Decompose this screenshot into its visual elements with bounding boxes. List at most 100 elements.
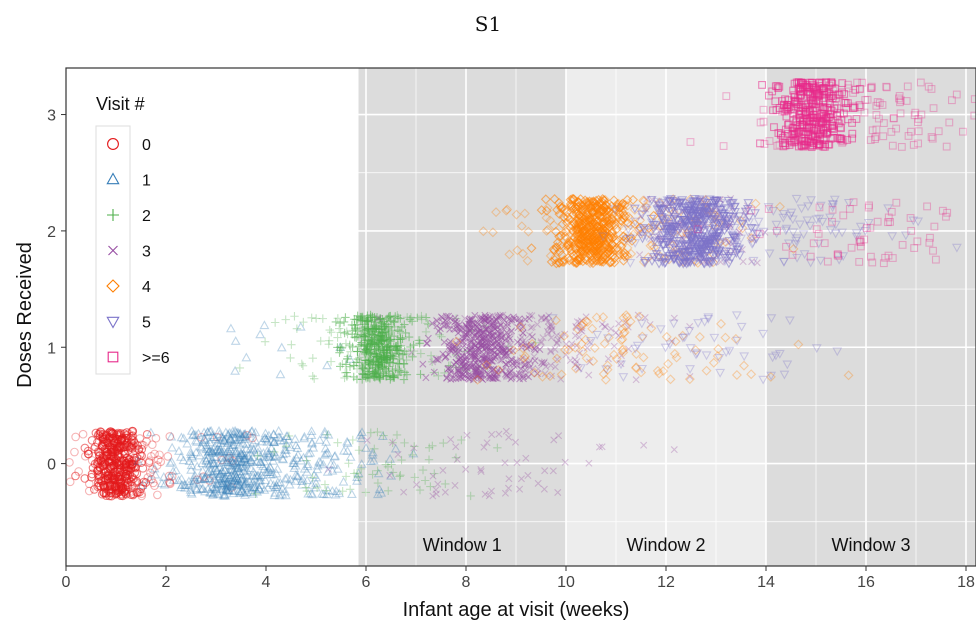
data-point [241,459,252,469]
data-point [235,429,246,439]
data-point [290,312,299,321]
data-point [209,458,220,467]
data-point [222,447,233,456]
data-point [307,489,318,499]
data-point [355,353,364,362]
data-point [78,429,88,439]
data-point [87,436,97,445]
data-point [341,472,351,481]
data-point [231,471,242,481]
data-point [234,456,245,466]
data-point [420,476,430,485]
data-point [369,367,379,376]
data-point [348,326,357,335]
data-point [226,460,237,470]
data-point [217,478,228,488]
data-point [311,314,321,323]
data-point [222,455,232,464]
data-point [221,477,232,487]
data-point [311,472,322,482]
data-point [213,474,224,484]
data-point [234,439,245,449]
data-point [268,437,279,447]
data-point [353,332,363,341]
data-point [185,447,196,456]
data-point [142,437,151,446]
data-point [292,443,303,452]
data-point [214,425,224,435]
data-point [107,456,117,465]
data-point [218,480,229,490]
data-point [251,489,260,499]
data-point [354,446,364,455]
data-point [341,313,350,322]
data-point [389,372,398,381]
data-point [270,447,279,457]
data-point [277,489,288,498]
data-point [397,322,407,332]
data-point [327,465,338,475]
data-point [282,472,292,482]
data-point [330,450,341,460]
data-point [171,465,181,475]
data-point [310,482,321,492]
data-point [341,339,351,348]
data-point [241,476,252,486]
data-point [405,315,415,324]
data-point [282,431,293,441]
data-point [212,444,223,454]
data-point [89,444,99,454]
data-point [247,456,258,466]
data-point [369,329,379,339]
data-point [366,428,375,437]
data-point [368,367,377,377]
data-point [340,328,349,338]
data-point [165,432,175,441]
data-point [354,341,364,351]
data-point [191,436,202,446]
data-point [228,439,239,449]
data-point [210,463,221,473]
data-point [111,454,121,464]
data-point [250,427,261,437]
data-point [395,472,404,481]
data-point [275,432,286,442]
data-point [268,429,279,439]
data-point [326,357,336,366]
data-point [413,313,422,323]
data-point [103,469,113,479]
data-point [428,441,437,451]
data-point [275,435,286,445]
data-point [255,451,266,460]
data-point [209,441,220,451]
data-point [107,447,117,457]
data-point [265,478,276,487]
data-point [229,458,240,468]
data-point [302,486,312,496]
data-point [226,434,237,444]
data-point [204,459,215,469]
window-band-3 [766,68,976,566]
data-point [343,354,352,364]
data-point [234,480,244,490]
data-point [188,429,199,439]
x-tick-label: 0 [62,574,71,591]
data-point [249,482,260,492]
data-point [130,446,140,456]
data-point [255,456,266,466]
data-point [421,313,431,322]
data-point [237,486,247,496]
data-point [126,490,136,500]
data-point [393,311,402,320]
data-point [214,447,225,456]
data-point [102,491,111,500]
data-point [203,483,213,493]
data-point [211,479,222,488]
data-point [237,474,247,483]
data-point [387,460,396,469]
data-point [306,488,317,498]
data-point [383,342,392,351]
data-point [378,345,388,355]
data-point [109,461,119,470]
